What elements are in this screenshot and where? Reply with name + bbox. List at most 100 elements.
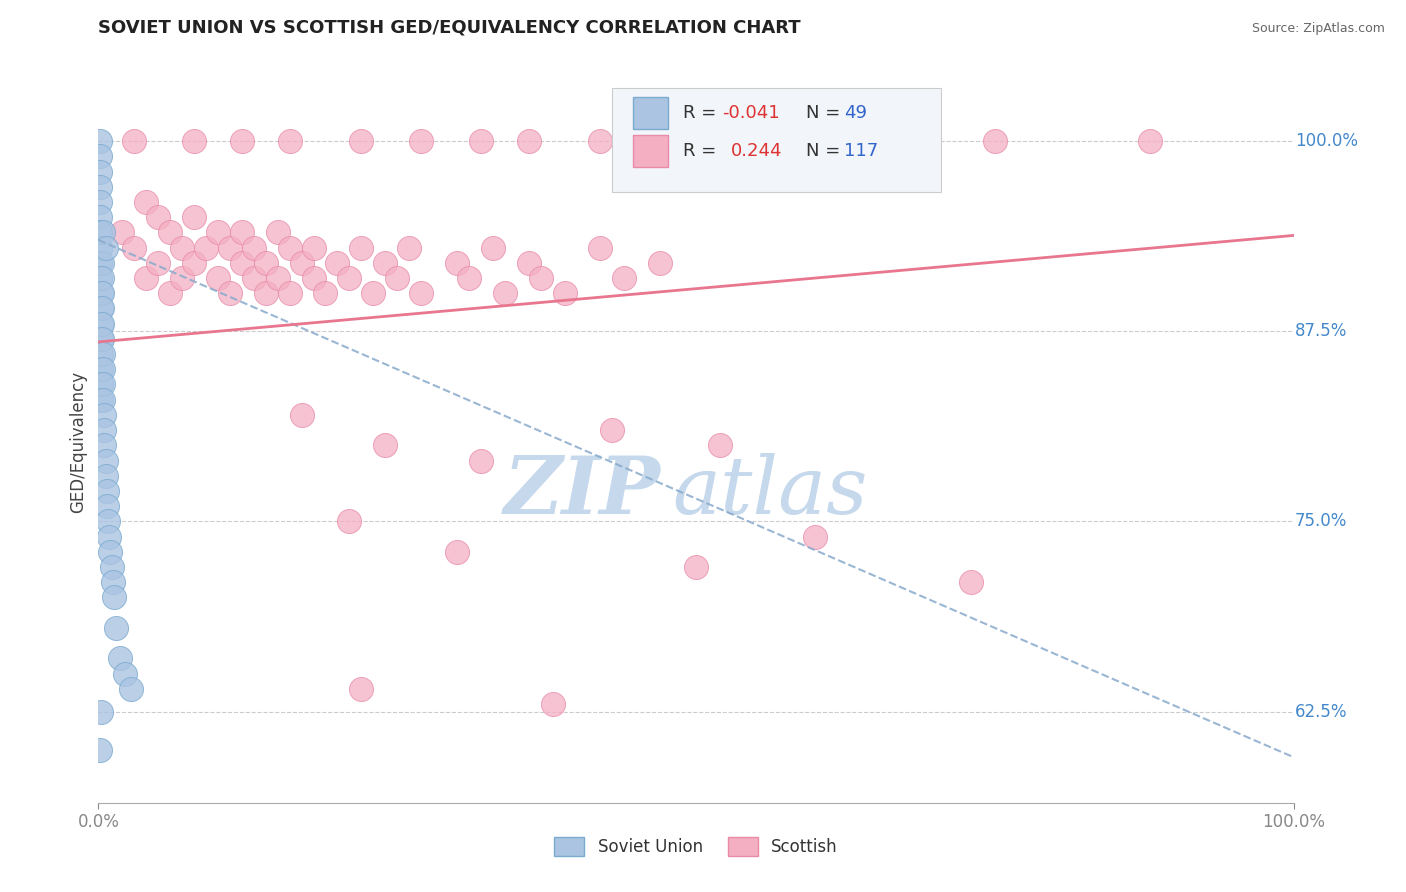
Point <box>91 286 114 301</box>
Text: N =: N = <box>806 142 846 160</box>
Point <box>709 438 731 452</box>
Point <box>254 286 277 301</box>
Point <box>541 697 564 711</box>
Point <box>91 377 114 392</box>
Point <box>89 742 111 756</box>
Point <box>231 226 253 240</box>
Point <box>94 241 117 255</box>
Point <box>89 226 111 240</box>
Point <box>89 256 111 270</box>
Point <box>458 271 481 285</box>
Point <box>339 271 361 285</box>
Point <box>900 134 922 148</box>
Point <box>94 453 117 467</box>
Point <box>124 241 146 255</box>
Text: ZIP: ZIP <box>503 453 661 531</box>
Point <box>114 666 136 681</box>
Point <box>302 271 325 285</box>
Point <box>960 575 983 590</box>
Point <box>195 241 218 255</box>
Point <box>374 438 396 452</box>
Point <box>385 271 409 285</box>
Point <box>98 545 122 559</box>
Text: 49: 49 <box>844 103 868 122</box>
Point <box>411 134 433 148</box>
Point <box>90 392 112 407</box>
Point <box>90 301 112 316</box>
Point <box>207 226 229 240</box>
Point <box>89 164 111 178</box>
Point <box>411 286 433 301</box>
Point <box>103 591 125 605</box>
Point <box>398 241 420 255</box>
Point <box>374 256 396 270</box>
Text: R =: R = <box>683 142 727 160</box>
Point <box>135 194 157 209</box>
Point <box>172 271 194 285</box>
Point <box>90 362 112 376</box>
Point <box>93 408 115 422</box>
Point <box>350 241 373 255</box>
Point <box>111 226 134 240</box>
Point <box>278 286 301 301</box>
Point <box>96 483 118 498</box>
Point <box>243 241 266 255</box>
Point <box>494 286 516 301</box>
Text: R =: R = <box>683 103 721 122</box>
Point <box>89 179 111 194</box>
Point <box>90 332 112 346</box>
Point <box>120 681 142 696</box>
FancyBboxPatch shape <box>633 97 668 128</box>
Point <box>91 317 114 331</box>
Point <box>90 317 112 331</box>
Point <box>90 286 112 301</box>
Point <box>97 515 120 529</box>
Point <box>685 134 707 148</box>
Point <box>481 241 505 255</box>
Point <box>613 271 636 285</box>
Point <box>100 560 122 574</box>
Point <box>93 438 115 452</box>
Point <box>291 408 314 422</box>
Point <box>530 271 553 285</box>
Text: SOVIET UNION VS SCOTTISH GED/EQUIVALENCY CORRELATION CHART: SOVIET UNION VS SCOTTISH GED/EQUIVALENCY… <box>98 19 801 37</box>
Point <box>148 210 170 224</box>
Point <box>89 271 111 285</box>
Point <box>243 271 266 285</box>
Point <box>89 134 111 148</box>
Text: 0.244: 0.244 <box>731 142 782 160</box>
Legend: Soviet Union, Scottish: Soviet Union, Scottish <box>547 830 845 863</box>
Point <box>90 347 112 361</box>
Point <box>91 271 114 285</box>
Point <box>350 134 373 148</box>
Point <box>89 149 111 163</box>
Point <box>90 377 112 392</box>
Point <box>94 468 117 483</box>
Point <box>159 226 181 240</box>
Point <box>98 530 121 544</box>
Point <box>108 651 131 665</box>
Text: 75.0%: 75.0% <box>1295 512 1347 531</box>
Point <box>470 453 492 467</box>
Point <box>804 530 827 544</box>
Text: -0.041: -0.041 <box>723 103 780 122</box>
Point <box>124 134 146 148</box>
Point <box>219 241 242 255</box>
Text: 62.5%: 62.5% <box>1295 703 1347 721</box>
Point <box>602 423 624 437</box>
Point <box>91 226 114 240</box>
Point <box>339 515 361 529</box>
Point <box>685 560 707 574</box>
Point <box>350 681 373 696</box>
Point <box>554 286 576 301</box>
Point <box>302 241 325 255</box>
Point <box>589 134 612 148</box>
Point <box>315 286 337 301</box>
Point <box>984 134 1007 148</box>
Text: 117: 117 <box>844 142 879 160</box>
Point <box>254 256 277 270</box>
Point <box>446 256 468 270</box>
Point <box>828 134 851 148</box>
Point <box>745 134 768 148</box>
Point <box>91 392 114 407</box>
